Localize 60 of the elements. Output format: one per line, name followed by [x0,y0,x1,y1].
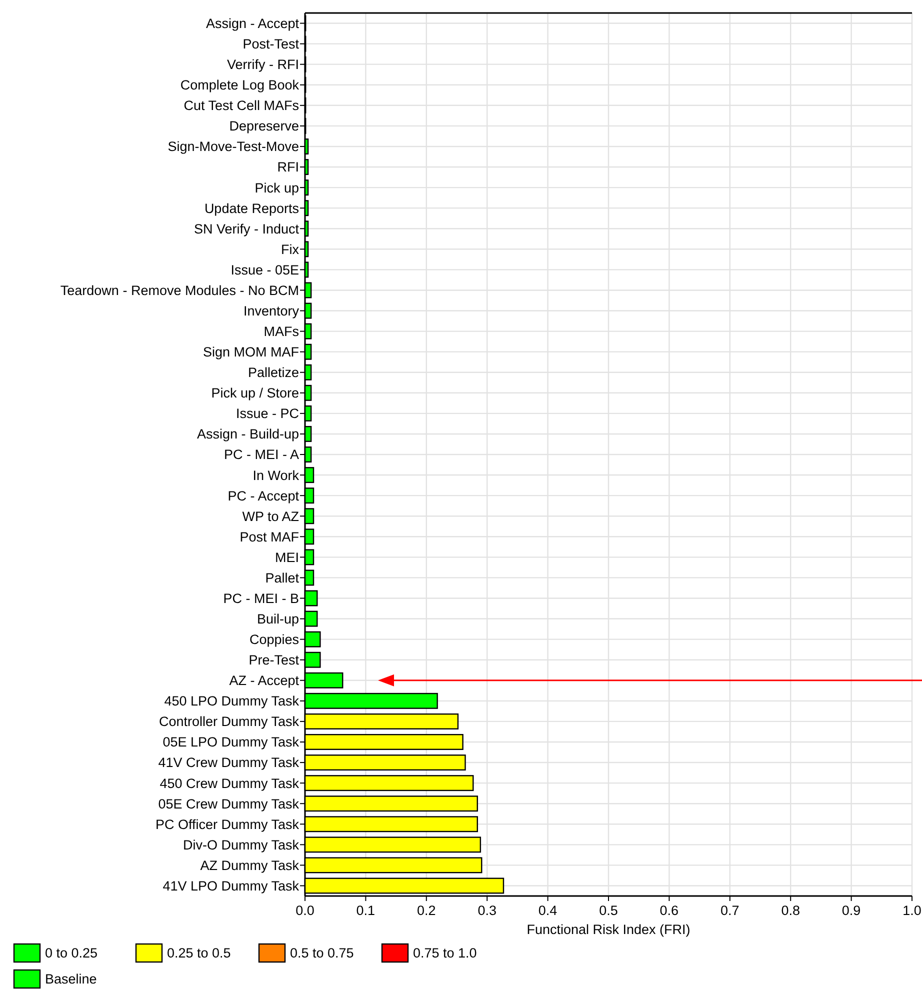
legend-label: Baseline [45,972,97,987]
y-tick-label: Sign-Move-Test-Move [168,139,299,154]
y-tick-label: Complete Log Book [180,78,300,93]
y-tick-label: Div-O Dummy Task [182,837,300,852]
y-tick-label: Pick up [254,180,299,196]
y-tick-label: Cut Test Cell MAFs [184,98,300,114]
y-tick-label: MEI [274,550,299,565]
x-tick-label: 0.7 [720,903,740,918]
y-tick-label: Palletize [248,365,299,380]
y-tick-label: SN Verify - Induct [194,221,300,236]
y-tick-label: Buil-up [256,612,299,627]
y-tick-label: Post-Test [242,36,300,52]
x-axis-title: Functional Risk Index (FRI) [526,922,690,937]
y-tick-label: Pallet [265,570,300,586]
legend-label: 0.25 to 0.5 [167,946,231,961]
x-tick-label: 0.1 [356,903,376,918]
y-tick-label: 05E Crew Dummy Task [158,796,300,812]
y-tick-label: Assign - Build-up [196,426,299,442]
y-tick-label: Verrify - RFI [226,57,299,72]
y-tick-label: AZ - Accept [229,673,300,688]
y-tick-label: Issue - PC [236,406,300,422]
y-tick-label: 41V Crew Dummy Task [158,755,300,770]
x-tick-label: 0.4 [538,903,558,918]
y-tick-label: PC - Accept [228,488,300,504]
y-tick-label: Pick up / Store [211,386,299,401]
y-tick-label: AZ Dummy Task [200,858,300,873]
y-tick-label: PC - MEI - A [224,447,299,462]
y-tick-label: PC Officer Dummy Task [155,816,300,832]
y-tick-label: 450 Crew Dummy Task [160,776,300,791]
y-tick-label: 41V LPO Dummy Task [162,878,300,894]
y-tick-label: Update Reports [204,200,300,216]
y-tick-label: WP to AZ [242,508,299,524]
y-tick-label: PC - MEI - B [223,590,299,606]
y-tick-label: 05E LPO Dummy Task [162,734,300,750]
y-tick-label: Depreserve [229,118,299,134]
y-tick-label: Fix [281,242,300,257]
x-tick-label: 0.3 [478,903,496,918]
y-tick-label: Issue - 05E [230,262,299,278]
x-tick-label: 0.6 [660,903,679,918]
y-tick-label: Controller Dummy Task [158,714,300,730]
y-tick-label: Sign MOM MAF [202,344,299,360]
legend-label: 0.5 to 0.75 [290,946,354,961]
legend-label: 0.75 to 1.0 [413,946,477,961]
y-tick-label: 450 LPO Dummy Task [164,694,300,709]
y-tick-label: Coppies [249,632,300,648]
x-tick-label: 0.5 [599,903,618,918]
y-tick-label: RFI [277,160,299,175]
x-tick-label: 0.2 [417,903,436,918]
y-tick-label: MAFs [264,324,300,340]
legend-label: 0 to 0.25 [45,946,98,961]
y-tick-label: Assign - Accept [206,16,300,31]
x-tick-label: 1.0 [902,903,922,918]
y-tick-label: Pre-Test [248,652,300,668]
x-tick-label: 0.9 [842,903,861,918]
x-tick-label: 0.8 [781,903,800,918]
y-tick-label: In Work [252,468,300,483]
y-tick-label: Post MAF [240,529,299,544]
y-tick-label: Inventory [243,303,300,318]
x-tick-label: 0.0 [296,903,314,918]
y-tick-label: Teardown - Remove Modules - No BCM [60,282,299,298]
